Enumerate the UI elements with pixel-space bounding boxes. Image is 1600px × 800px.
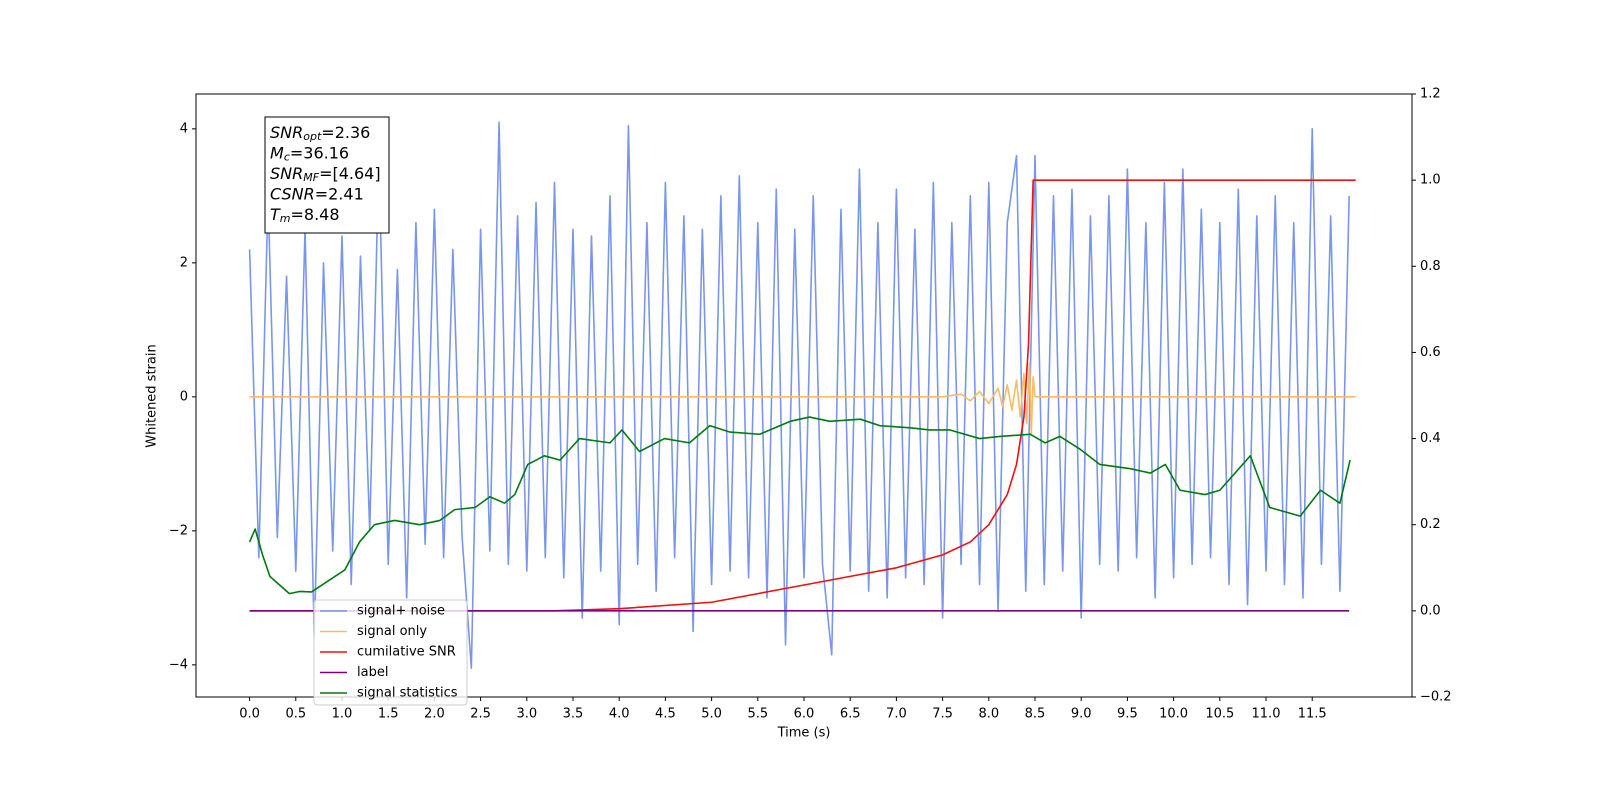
x-tick-label: 8.0 bbox=[978, 707, 999, 722]
x-tick-label: 4.0 bbox=[609, 707, 630, 722]
annotation-value: =2.36 bbox=[321, 123, 370, 142]
x-tick-label: 3.0 bbox=[516, 707, 537, 722]
x-tick-label: 10.5 bbox=[1205, 707, 1234, 722]
x-tick-label: 6.5 bbox=[840, 707, 861, 722]
y-tick-label: 0 bbox=[180, 389, 188, 404]
annotation-line: CSNR=2.41 bbox=[270, 184, 364, 203]
annotation-line: Tm=8.48 bbox=[270, 205, 340, 226]
x-tick-label: 7.5 bbox=[932, 707, 953, 722]
annotation-line: Mc=36.16 bbox=[270, 143, 349, 164]
y2-tick-label: 0.2 bbox=[1420, 517, 1441, 532]
annotation-sub: m bbox=[280, 212, 291, 225]
x-tick-label: 11.0 bbox=[1252, 707, 1281, 722]
x-tick-label: 1.0 bbox=[332, 707, 353, 722]
y2-tick-label: 0.0 bbox=[1420, 603, 1441, 618]
legend-label: cumilative SNR bbox=[357, 645, 456, 660]
y2-tick-label: 1.2 bbox=[1420, 87, 1441, 102]
annotation-sub: MF bbox=[303, 171, 319, 184]
series-line bbox=[249, 362, 1356, 435]
y-axis-label: Whitened strain bbox=[145, 344, 160, 447]
annotation-value: =36.16 bbox=[290, 143, 349, 162]
x-tick-label: 1.5 bbox=[378, 707, 399, 722]
y-tick-label: 2 bbox=[180, 255, 188, 270]
y2-tick-label: 1.0 bbox=[1420, 173, 1441, 188]
series-line bbox=[248, 121, 1350, 669]
x-tick-label: 8.5 bbox=[1025, 707, 1046, 722]
annotation-value: =8.48 bbox=[291, 205, 340, 224]
x-tick-label: 2.0 bbox=[424, 707, 445, 722]
annotation-name: SNR bbox=[270, 123, 303, 142]
x-tick-label: 5.0 bbox=[701, 707, 722, 722]
legend-box bbox=[313, 599, 468, 706]
annotation-name: SNR bbox=[270, 164, 303, 183]
annotation-line: SNRopt=2.36 bbox=[270, 123, 370, 144]
annotation-line: SNRMF=[4.64] bbox=[270, 164, 381, 185]
x-tick-label: 5.5 bbox=[747, 707, 768, 722]
x-tick-label: 6.0 bbox=[794, 707, 815, 722]
y-tick-label: −4 bbox=[169, 657, 188, 672]
annotation-sub: opt bbox=[303, 130, 322, 143]
annotation-name: CSNR bbox=[270, 184, 315, 203]
legend-label: signal statistics bbox=[357, 686, 458, 701]
x-tick-label: 0.0 bbox=[239, 707, 260, 722]
x-tick-label: 2.5 bbox=[470, 707, 491, 722]
x-tick-label: 7.0 bbox=[886, 707, 907, 722]
annotation-value: =2.41 bbox=[315, 184, 364, 203]
legend-label: signal only bbox=[357, 624, 427, 639]
annotation-name: M bbox=[270, 143, 284, 162]
series-line bbox=[249, 179, 1356, 612]
y-tick-label: −2 bbox=[169, 523, 188, 538]
annotation-box bbox=[264, 116, 390, 234]
annotation-value: =[4.64] bbox=[319, 164, 381, 183]
legend-label: label bbox=[357, 665, 388, 680]
x-axis-label: Time (s) bbox=[777, 726, 831, 741]
x-tick-label: 9.0 bbox=[1071, 707, 1092, 722]
x-tick-label: 4.5 bbox=[655, 707, 676, 722]
x-tick-label: 3.5 bbox=[563, 707, 584, 722]
annotation-sub: c bbox=[284, 151, 290, 164]
y2-tick-label: 0.8 bbox=[1420, 259, 1441, 274]
y2-tick-label: −0.2 bbox=[1420, 690, 1452, 705]
y2-tick-label: 0.4 bbox=[1420, 431, 1441, 446]
series-line bbox=[248, 416, 1351, 595]
x-tick-label: 9.5 bbox=[1117, 707, 1138, 722]
x-tick-label: 0.5 bbox=[285, 707, 306, 722]
annotation-name: T bbox=[270, 205, 281, 224]
y-tick-label: 4 bbox=[180, 121, 188, 136]
x-tick-label: 10.0 bbox=[1159, 707, 1188, 722]
x-tick-label: 11.5 bbox=[1298, 707, 1327, 722]
y2-tick-label: 0.6 bbox=[1420, 345, 1441, 360]
legend-label: signal+ noise bbox=[357, 604, 445, 619]
